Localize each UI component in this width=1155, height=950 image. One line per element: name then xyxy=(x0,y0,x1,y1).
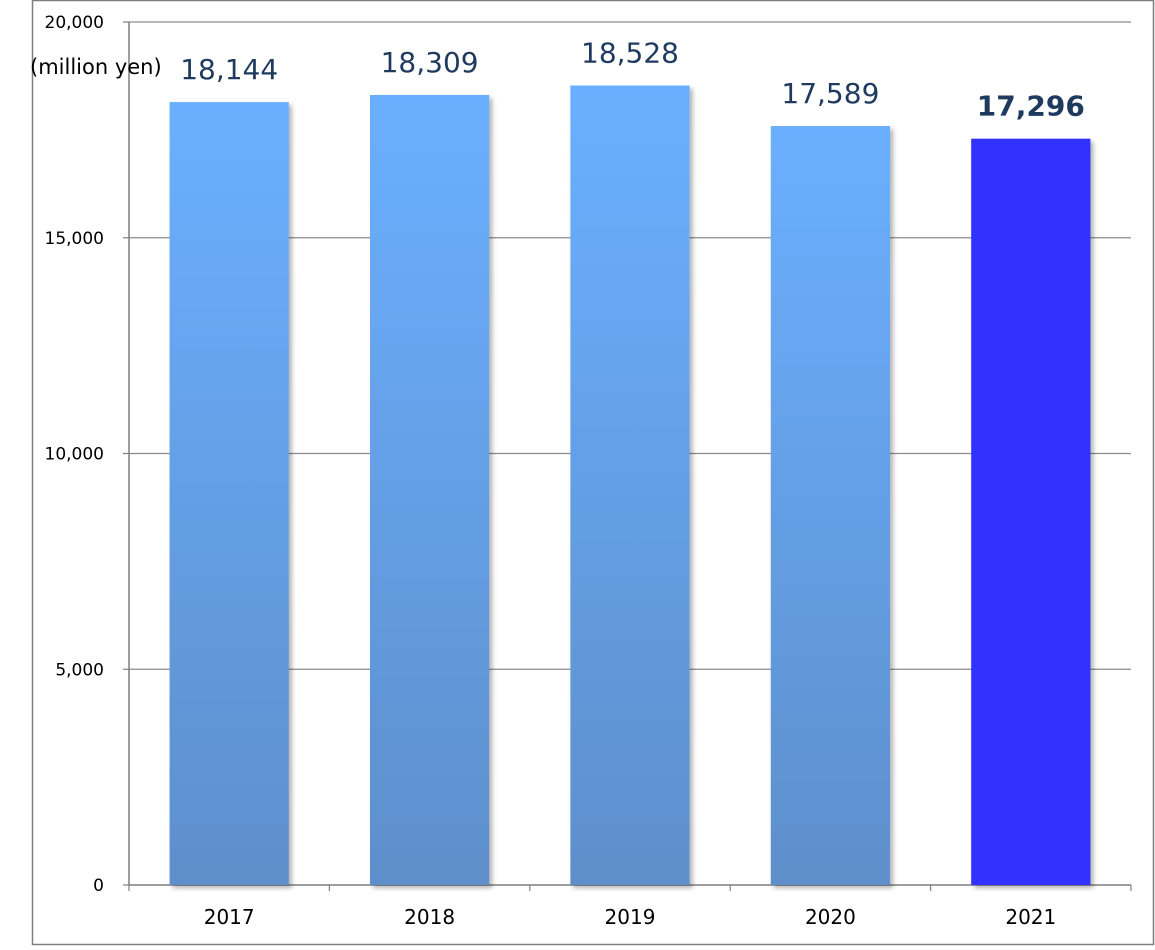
bar-2019 xyxy=(570,85,690,886)
x-tick-label-2017: 2017 xyxy=(204,905,255,929)
x-tick-label-2018: 2018 xyxy=(404,905,455,929)
y-tick-label: 15,000 xyxy=(45,229,104,249)
x-tick-label-2020: 2020 xyxy=(805,905,856,929)
data-label-2019: 18,528 xyxy=(581,37,679,70)
bar-2017 xyxy=(169,102,289,885)
data-label-2017: 18,144 xyxy=(180,53,278,86)
data-label-2021: 17,296 xyxy=(977,90,1085,123)
bar-2021 xyxy=(971,138,1091,885)
data-label-2020: 17,589 xyxy=(781,77,879,110)
data-label-2018: 18,309 xyxy=(381,46,479,79)
x-tick-label-2019: 2019 xyxy=(605,905,656,929)
x-tick-label-2021: 2021 xyxy=(1005,905,1056,929)
y-tick-label: 5,000 xyxy=(55,660,104,680)
y-axis-unit-label: (million yen) xyxy=(30,55,162,79)
y-tick-label: 0 xyxy=(93,876,104,896)
bar-2018 xyxy=(369,94,490,885)
bar-2020 xyxy=(770,126,891,885)
y-tick-label: 10,000 xyxy=(45,445,104,465)
y-tick-label: 20,000 xyxy=(45,13,104,33)
